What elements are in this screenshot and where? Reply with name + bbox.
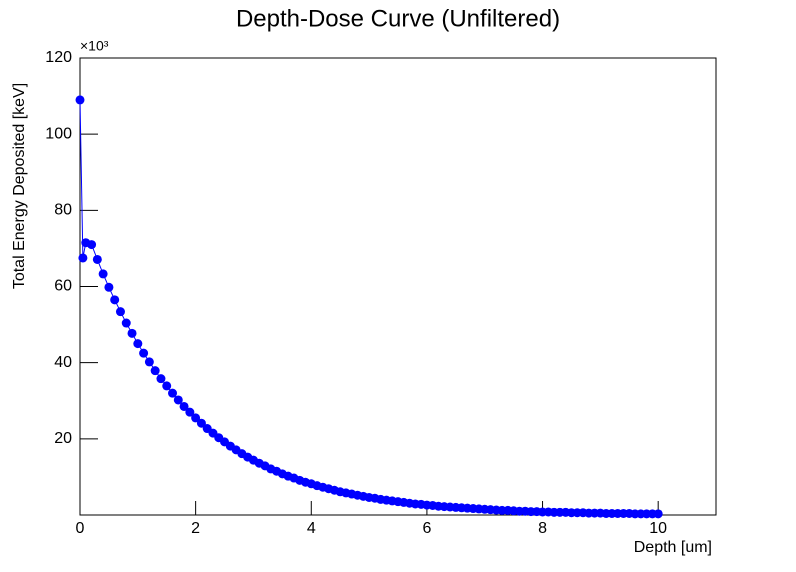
- y-multiplier: ×10³: [80, 38, 109, 54]
- x-axis-label: Depth [um]: [634, 539, 712, 556]
- y-tick-label: 100: [45, 125, 72, 142]
- y-tick-label: 80: [54, 202, 72, 219]
- data-point: [196, 418, 206, 428]
- x-tick-label: 10: [649, 520, 667, 537]
- data-point: [78, 253, 88, 263]
- x-tick-label: 8: [538, 520, 547, 537]
- data-point: [179, 401, 189, 411]
- data-point: [115, 307, 125, 317]
- data-point: [168, 388, 178, 398]
- data-point: [191, 413, 201, 423]
- data-point: [653, 509, 663, 519]
- y-tick-label: 60: [54, 278, 72, 295]
- data-point: [127, 328, 137, 338]
- data-point: [144, 357, 154, 367]
- x-tick-label: 0: [76, 520, 85, 537]
- x-tick-label: 6: [422, 520, 431, 537]
- data-point: [173, 395, 183, 405]
- y-axis-label: Total Energy Deposited [keV]: [11, 83, 28, 289]
- data-point: [162, 381, 172, 391]
- data-point: [92, 254, 102, 264]
- data-point: [156, 374, 166, 384]
- y-tick-label: 120: [45, 49, 72, 66]
- y-tick-label: 40: [54, 354, 72, 371]
- data-point: [185, 407, 195, 417]
- x-tick-label: 4: [307, 520, 316, 537]
- data-point: [75, 95, 85, 105]
- data-point: [150, 366, 160, 376]
- data-point: [87, 240, 97, 250]
- chart-title: Depth-Dose Curve (Unfiltered): [236, 5, 560, 32]
- y-tick-label: 20: [54, 430, 72, 447]
- data-point: [139, 348, 149, 358]
- data-point: [110, 295, 120, 305]
- data-point: [121, 318, 131, 328]
- data-point: [133, 339, 143, 349]
- data-point: [98, 269, 108, 279]
- x-tick-label: 2: [191, 520, 200, 537]
- data-point: [104, 282, 114, 292]
